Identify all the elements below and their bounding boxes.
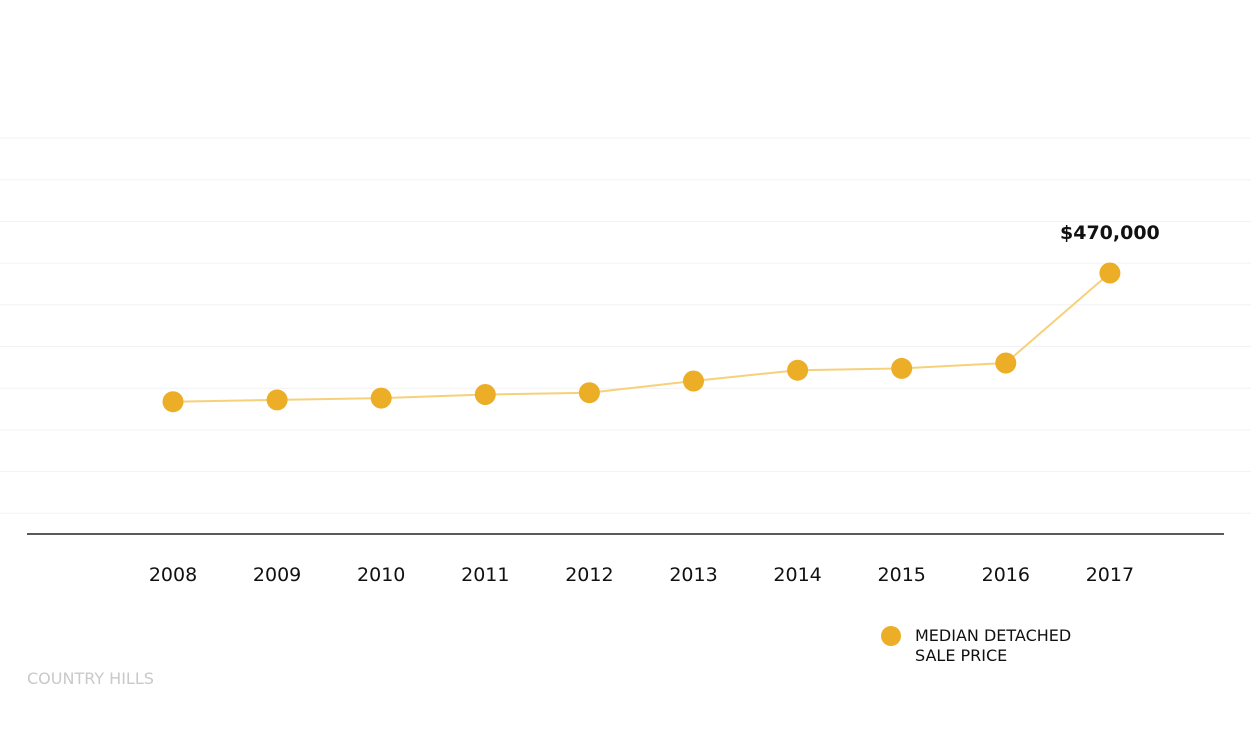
x-tick-label: 2008 <box>149 564 197 586</box>
data-point-2009 <box>266 389 288 411</box>
data-point-2013 <box>683 370 704 392</box>
series-line <box>172 272 1111 403</box>
legend: MEDIAN DETACHED SALE PRICE <box>881 626 1095 666</box>
x-tick-label: 2010 <box>357 564 405 586</box>
data-point-2015 <box>891 357 913 379</box>
data-point-2010 <box>370 387 392 409</box>
legend-label: MEDIAN DETACHED SALE PRICE <box>915 626 1072 665</box>
data-point-2012 <box>578 382 600 404</box>
data-label-2017: $470,000 <box>1060 222 1160 244</box>
data-point-2014 <box>787 359 809 381</box>
x-tick-label: 2016 <box>982 564 1030 586</box>
data-point-2016 <box>995 352 1017 374</box>
x-tick-label: 2015 <box>878 564 926 586</box>
x-tick-label: 2017 <box>1086 564 1134 586</box>
data-point-2011 <box>474 384 496 405</box>
legend-swatch-dot <box>881 626 901 646</box>
x-tick-label: 2012 <box>565 564 613 586</box>
gridlines <box>0 137 1251 514</box>
data-point-2008 <box>162 391 184 413</box>
series-median-price <box>162 262 1121 413</box>
x-tick-label: 2009 <box>253 564 301 586</box>
data-point-2017 <box>1099 262 1121 284</box>
neighbourhood-label: COUNTRY HILLS <box>27 669 154 688</box>
x-tick-label: 2013 <box>669 564 717 586</box>
x-tick-label: 2014 <box>773 564 821 586</box>
annotation-layer: $470,000 <box>1060 222 1160 244</box>
x-tick-label: 2011 <box>461 564 509 586</box>
x-axis-ticks: 2008 2009 2010 2011 2012 2013 2014 2015 2016 2017 <box>149 564 1134 586</box>
